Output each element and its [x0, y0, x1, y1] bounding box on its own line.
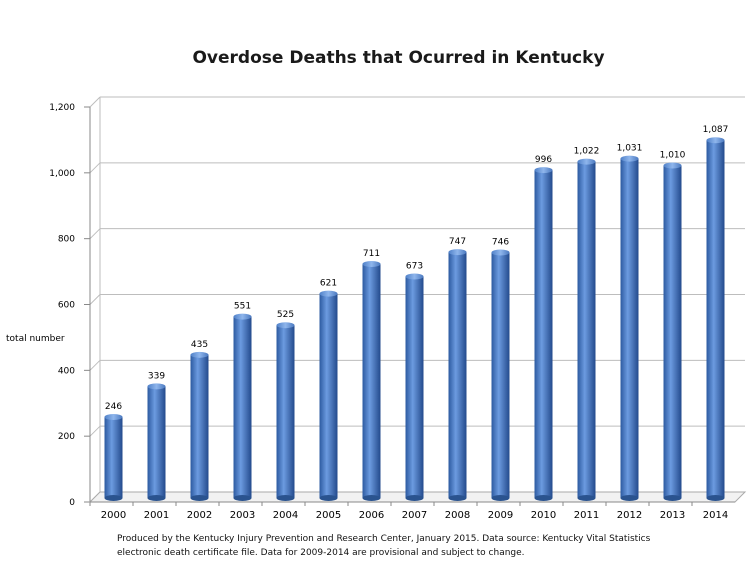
x-tick-label-2005: 2005	[316, 510, 341, 521]
bar-cap-2007	[405, 273, 424, 280]
data-label-2013: 1,010	[660, 151, 686, 161]
data-label-2010: 996	[535, 155, 552, 165]
bar-cap-2014	[706, 137, 725, 144]
bar-cap-2010	[534, 167, 553, 174]
bar-2002	[190, 354, 209, 498]
gridline-diag-1000	[89, 162, 101, 174]
bar-base-2004	[276, 495, 295, 501]
bar-2000	[104, 417, 123, 498]
bar-2006	[362, 263, 381, 498]
footnote-line-2: electronic death certificate file. Data …	[117, 548, 525, 558]
bar-cap-2002	[190, 351, 209, 358]
y-tick-label: 800	[58, 235, 75, 245]
data-label-2008: 747	[449, 237, 466, 247]
bar-2010	[534, 170, 553, 498]
bar-cap-2009	[491, 249, 510, 256]
gridline-diag-400	[89, 359, 101, 371]
data-label-2007: 673	[406, 261, 423, 271]
bar-base-2003	[233, 495, 252, 501]
gridline-diag-200	[89, 425, 101, 437]
y-tick-label: 200	[58, 432, 75, 442]
bar-base-2005	[319, 495, 338, 501]
bar-2011	[577, 161, 596, 498]
x-tick-label-2004: 2004	[273, 510, 298, 521]
bar-2007	[405, 276, 424, 498]
y-tick-label: 400	[58, 366, 75, 376]
bar-2009	[491, 252, 510, 498]
bar-cap-2001	[147, 383, 166, 390]
bar-base-2008	[448, 495, 467, 501]
x-tick-label-2012: 2012	[617, 510, 642, 521]
bar-base-2011	[577, 495, 596, 501]
data-label-2011: 1,022	[574, 147, 600, 157]
x-tick-label-2011: 2011	[574, 510, 599, 521]
x-tick-label-2013: 2013	[660, 510, 685, 521]
bar-base-2000	[104, 495, 123, 501]
y-tick-label: 1,000	[49, 169, 75, 179]
bar-base-2013	[663, 495, 682, 501]
bar-base-2012	[620, 495, 639, 501]
data-label-2009: 746	[492, 237, 509, 247]
data-label-2001: 339	[148, 371, 165, 381]
data-label-2005: 621	[320, 279, 337, 289]
data-label-2002: 435	[191, 340, 208, 350]
bar-base-2002	[190, 495, 209, 501]
x-tick-label-2010: 2010	[531, 510, 556, 521]
x-tick-label-2009: 2009	[488, 510, 513, 521]
x-tick-label-2007: 2007	[402, 510, 427, 521]
y-tick-label: 600	[58, 301, 75, 311]
gridline-diag-800	[89, 228, 101, 240]
bar-base-2009	[491, 495, 510, 501]
bar-base-2014	[706, 495, 725, 501]
data-label-2003: 551	[234, 302, 251, 312]
bars	[104, 137, 725, 501]
x-tick-label-2014: 2014	[703, 510, 728, 521]
data-label-2012: 1,031	[617, 144, 643, 154]
x-tick-label-2006: 2006	[359, 510, 384, 521]
data-label-2000: 246	[105, 402, 122, 412]
labels: 0 200 400 600 800 1,000 1,200 246 2000 339 2001 435…	[49, 103, 728, 521]
source-footnote: Produced by the Kentucky Injury Preventi…	[117, 532, 747, 560]
bar-2013	[663, 165, 682, 498]
data-label-2006: 711	[363, 249, 380, 259]
bar-2005	[319, 293, 338, 498]
gridline-diag-1200	[89, 96, 101, 108]
y-tick-label: 0	[69, 498, 75, 508]
x-tick-label-2001: 2001	[144, 510, 169, 521]
x-tick-label-2003: 2003	[230, 510, 255, 521]
bar-2001	[147, 386, 166, 498]
chart-title: Overdose Deaths that Ocurred in Kentucky	[192, 48, 605, 68]
bar-cap-2008	[448, 249, 467, 256]
gridline-diag-600	[89, 294, 101, 305]
bar-cap-2004	[276, 322, 295, 329]
bar-cap-2000	[104, 414, 123, 421]
x-tick-label-2000: 2000	[101, 510, 126, 521]
bar-2008	[448, 252, 467, 498]
bar-base-2006	[362, 495, 381, 501]
bar-cap-2011	[577, 158, 596, 165]
footnote-line-1: Produced by the Kentucky Injury Preventi…	[117, 534, 651, 544]
bar-base-2010	[534, 495, 553, 501]
x-tick-label-2008: 2008	[445, 510, 470, 521]
bar-cap-2006	[362, 260, 381, 267]
data-label-2014: 1,087	[703, 125, 729, 135]
bar-2003	[233, 316, 252, 498]
bar-2014	[706, 140, 725, 498]
y-axis-label: total number	[6, 334, 65, 344]
x-tick-label-2002: 2002	[187, 510, 212, 521]
y-tick-label: 1,200	[49, 103, 75, 113]
bar-cap-2003	[233, 313, 252, 320]
bar-2012	[620, 158, 639, 499]
bar-cap-2013	[663, 162, 682, 169]
data-label-2004: 525	[277, 310, 294, 320]
bar-cap-2005	[319, 290, 338, 297]
bar-cap-2012	[620, 155, 639, 162]
bar-2004	[276, 325, 295, 498]
bar-base-2007	[405, 495, 424, 501]
bar-base-2001	[147, 495, 166, 501]
